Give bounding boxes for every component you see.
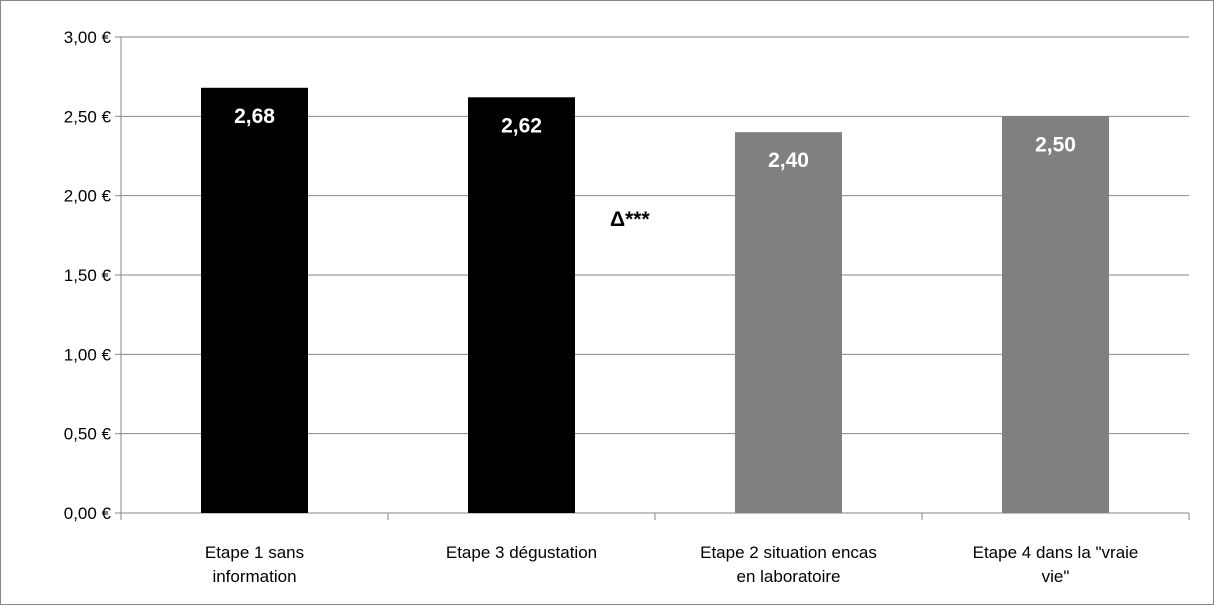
x-category-label: Etape 3 dégustation — [446, 543, 597, 562]
bar — [201, 87, 308, 514]
y-tick-label: 2,00 € — [64, 187, 112, 206]
y-tick-label: 1,00 € — [64, 345, 112, 364]
y-tick-label: 2,50 € — [64, 107, 112, 126]
x-category-label: information — [212, 567, 296, 586]
bar — [1002, 116, 1109, 513]
y-tick-label: 0,00 € — [64, 504, 112, 523]
bar — [468, 97, 575, 513]
data-label: 2,50 — [1035, 133, 1076, 156]
bars — [201, 87, 1109, 514]
x-category-label: Etape 1 sans — [205, 543, 304, 562]
data-label: 2,40 — [768, 149, 809, 172]
y-tick-label: 1,50 € — [64, 266, 112, 285]
data-label: 2,62 — [501, 114, 542, 137]
data-label: 2,68 — [234, 105, 275, 128]
y-tick-label: 3,00 € — [64, 28, 112, 47]
bar — [735, 132, 842, 513]
x-category-label: Etape 2 situation encas — [700, 543, 877, 562]
labels: 0,00 € 0,50 € 1,00 € 1,50 € 2,00 € 2,50 € 3,00… — [64, 28, 1139, 586]
x-category-label: Etape 4 dans la "vraie — [973, 543, 1139, 562]
significance-annotation: Δ*** — [610, 208, 650, 231]
x-category-label: en laboratoire — [737, 567, 841, 586]
y-tick-label: 0,50 € — [64, 425, 112, 444]
x-category-label: vie" — [1042, 567, 1070, 586]
